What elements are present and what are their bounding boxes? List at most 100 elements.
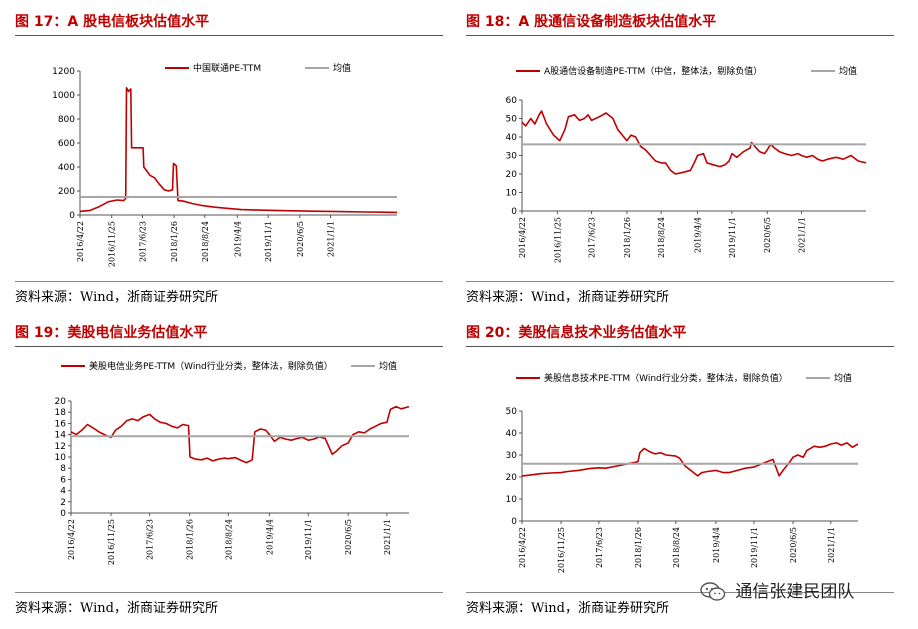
y-tick-label: 18 [55, 408, 67, 418]
x-tick-label: 2021/1/1 [827, 527, 836, 563]
panel-title: 图 17：A 股电信板块估值水平 [15, 14, 210, 30]
source-note: 资料来源：Wind，浙商证券研究所 [15, 601, 218, 616]
y-tick-label: 0 [511, 207, 517, 217]
y-tick-label: 30 [506, 451, 518, 461]
y-tick-label: 14 [55, 431, 67, 441]
y-tick-label: 16 [55, 419, 67, 429]
source-divider [15, 281, 443, 282]
x-tick-label: 2019/4/4 [712, 527, 721, 563]
y-tick-label: 50 [506, 407, 518, 417]
watermark: 通信张建民团队 [700, 577, 854, 602]
x-tick-label: 2017/6/23 [588, 217, 597, 258]
x-tick-label: 2016/11/25 [107, 519, 116, 565]
x-tick-label: 2016/4/22 [518, 217, 527, 258]
legend-label: 均值 [379, 360, 397, 372]
x-tick-label: 2019/11/1 [304, 519, 313, 560]
x-tick-label: 2018/8/24 [201, 221, 210, 262]
wechat-icon [700, 582, 726, 601]
x-tick-label: 2021/1/1 [383, 519, 392, 555]
x-tick-label: 2020/6/5 [296, 221, 305, 257]
x-tick-label: 2019/11/1 [750, 527, 759, 568]
x-tick-label: 2018/1/26 [170, 221, 179, 262]
title-divider [466, 346, 894, 347]
source-note: 资料来源：Wind，浙商证券研究所 [15, 290, 218, 305]
source-divider [15, 592, 443, 593]
legend-label: 中国联通PE-TTM [193, 62, 261, 74]
y-tick-label: 200 [58, 187, 75, 197]
y-tick-label: 30 [506, 152, 518, 162]
x-tick-label: 2019/11/1 [728, 217, 737, 258]
y-tick-label: 6 [60, 475, 66, 485]
legend-label: 均值 [333, 62, 351, 74]
y-tick-label: 600 [58, 139, 75, 149]
source-note: 资料来源：Wind，浙商证券研究所 [466, 601, 669, 616]
pe-series-line [70, 405, 410, 464]
title-divider [466, 35, 894, 36]
y-tick-label: 12 [55, 442, 66, 452]
pe-series-line [521, 442, 859, 477]
x-tick-label: 2019/4/4 [694, 217, 703, 253]
x-tick-label: 2018/8/24 [657, 217, 666, 258]
chart-panel-20: 图 20：美股信息技术业务估值水平 0 10 20 30 40 50 2016/4/22 20… [466, 316, 894, 629]
legend-label: 美股信息技术PE-TTM（Wind行业分类，整体法，剔除负值） [544, 372, 788, 384]
x-tick-label: 2020/6/5 [789, 527, 798, 563]
x-tick-label: 2017/6/23 [146, 519, 155, 560]
title-divider [15, 35, 443, 36]
chart-panel-19: 图 19：美股电信业务估值水平 0 2 4 6 8 10 12 14 16 18 20 2016/4/… [15, 316, 443, 629]
x-tick-label: 2020/6/5 [763, 217, 772, 253]
x-tick-label: 2016/11/25 [108, 221, 117, 267]
y-tick-label: 10 [506, 189, 518, 199]
y-tick-label: 1000 [52, 91, 75, 101]
y-tick-label: 40 [506, 429, 518, 439]
y-tick-label: 0 [60, 509, 66, 519]
y-tick-label: 40 [506, 133, 518, 143]
x-tick-label: 2020/6/5 [344, 519, 353, 555]
y-tick-label: 800 [58, 115, 75, 125]
y-tick-label: 10 [55, 453, 67, 463]
x-tick-label: 2018/8/24 [224, 519, 233, 560]
chart-panel-17: 图 17：A 股电信板块估值水平 0 200 400 600 800 1000 1200 20… [15, 5, 443, 318]
title-divider [15, 346, 443, 347]
x-tick-label: 2019/4/4 [265, 519, 274, 555]
y-tick-label: 1200 [52, 67, 75, 77]
x-tick-label: 2019/11/1 [264, 221, 273, 262]
x-tick-label: 2016/4/22 [76, 221, 85, 262]
x-tick-label: 2021/1/1 [797, 217, 806, 253]
legend-label: 均值 [834, 372, 852, 384]
pe-series-line [521, 110, 867, 175]
x-tick-label: 2018/1/26 [623, 217, 632, 258]
watermark-text: 通信张建民团队 [735, 582, 855, 602]
x-tick-label: 2016/11/25 [553, 217, 562, 263]
y-tick-label: 60 [506, 96, 518, 106]
y-tick-label: 8 [60, 464, 66, 474]
pe-chart-20: 0 10 20 30 40 50 2016/4/22 2016/11/25 2017/6/23 2… [506, 372, 859, 573]
x-tick-label: 2017/6/23 [595, 527, 604, 568]
y-tick-label: 20 [506, 170, 518, 180]
y-tick-label: 20 [55, 397, 67, 407]
x-tick-label: 2016/11/25 [557, 527, 566, 573]
source-divider [466, 281, 894, 282]
panel-title: 图 20：美股信息技术业务估值水平 [466, 325, 687, 341]
y-tick-label: 0 [69, 211, 75, 221]
legend-label: A股通信设备制造PE-TTM（中信，整体法，剔除负值） [544, 65, 762, 77]
pe-chart-17: 0 200 400 600 800 1000 1200 2016/4/22 2016/11/25… [52, 62, 398, 267]
source-divider [466, 592, 894, 593]
x-tick-label: 2016/4/22 [67, 519, 76, 560]
x-tick-label: 2018/8/24 [672, 527, 681, 568]
y-tick-label: 4 [60, 487, 66, 497]
x-tick-label: 2017/6/23 [138, 221, 147, 262]
y-tick-label: 10 [506, 495, 518, 505]
pe-chart-18: 0 10 20 30 40 50 60 2016/4/22 2016/11/25 2017/6/2… [506, 65, 867, 263]
legend-label: 美股电信业务PE-TTM（Wind行业分类，整体法，剔除负值） [89, 360, 333, 372]
y-tick-label: 20 [506, 473, 518, 483]
source-note: 资料来源：Wind，浙商证券研究所 [466, 290, 669, 305]
x-tick-label: 2018/1/26 [186, 519, 195, 560]
panel-title: 图 18：A 股通信设备制造板块估值水平 [466, 14, 717, 30]
x-tick-label: 2021/1/1 [327, 221, 336, 257]
x-tick-label: 2016/4/22 [518, 527, 527, 568]
pe-series-line [79, 86, 398, 214]
y-tick-label: 400 [58, 163, 75, 173]
x-tick-label: 2019/4/4 [233, 221, 242, 257]
legend-label: 均值 [839, 65, 857, 77]
